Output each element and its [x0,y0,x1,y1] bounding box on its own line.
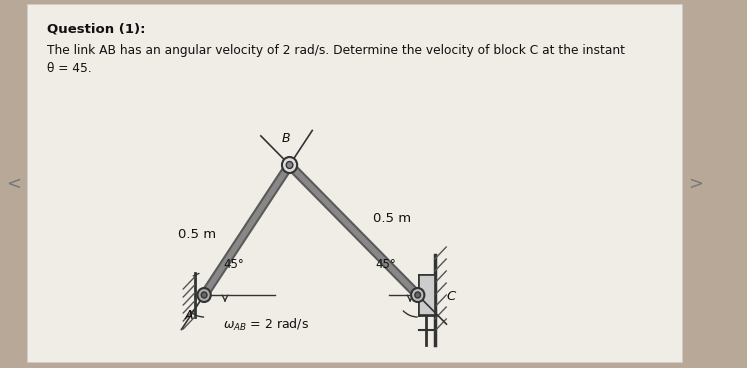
Circle shape [286,162,293,169]
Circle shape [282,157,297,173]
Text: 45°: 45° [375,258,396,272]
Circle shape [411,288,424,302]
Text: C: C [446,290,456,304]
Text: The link AB has an angular velocity of 2 rad/s. Determine the velocity of block : The link AB has an angular velocity of 2… [48,44,625,57]
Text: θ = 45.: θ = 45. [48,62,92,75]
FancyBboxPatch shape [27,4,682,362]
Text: 45°: 45° [223,258,244,272]
Text: 0.5 m: 0.5 m [179,229,217,241]
Text: $\omega_{AB}$ = 2 rad/s: $\omega_{AB}$ = 2 rad/s [223,317,309,333]
Circle shape [415,292,421,298]
Text: >: > [689,175,704,193]
Text: A: A [185,309,193,322]
Text: Question (1):: Question (1): [48,22,146,35]
Bar [418,275,435,315]
Circle shape [197,288,211,302]
Text: <: < [6,175,21,193]
Text: 0.5 m: 0.5 m [373,212,411,224]
Text: B: B [282,132,290,145]
Circle shape [201,292,207,298]
